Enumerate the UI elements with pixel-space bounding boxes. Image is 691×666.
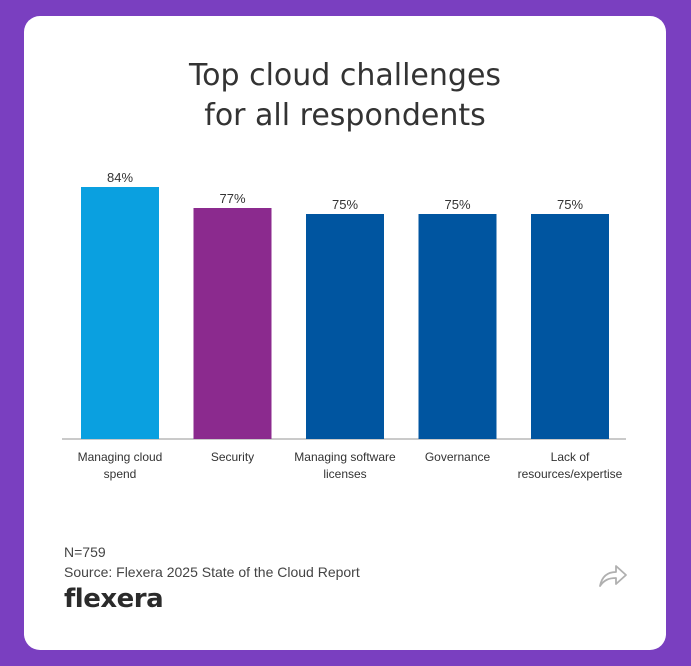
category-label-0: Managing cloud spend [78,450,163,481]
bar-3[interactable] [418,214,497,439]
category-label-3: Governance [425,450,491,464]
category-label-2: Managing software licenses [294,450,396,481]
flexera-logo: flexera [64,584,164,614]
bar-1[interactable] [193,208,272,439]
data-label-2: 75% [332,197,358,212]
chart-card: Top cloud challenges for all respondents… [24,16,666,650]
bar-4[interactable] [531,214,609,439]
bar-2[interactable] [306,214,384,439]
category-label-1: Security [211,450,254,464]
category-label-4: Lack of resources/expertise [518,450,623,481]
data-label-1: 77% [219,191,245,206]
share-arrow-icon[interactable] [596,562,628,590]
data-label-0: 84% [107,170,133,185]
chart-title: Top cloud challenges for all respondents [24,56,666,136]
chart-title-line-2: for all respondents [204,98,486,133]
data-label-3: 75% [444,197,470,212]
sample-size: N=759 [64,544,106,560]
source-note: Source: Flexera 2025 State of the Cloud … [64,564,360,580]
bar-chart: 84% Managing cloud spend 77% Security 75% Mana… [62,170,626,481]
chart-title-line-1: Top cloud challenges [188,58,502,93]
data-label-4: 75% [557,197,583,212]
bar-0[interactable] [81,187,159,439]
chart-footer: N=759 Source: Flexera 2025 State of the … [64,542,360,582]
